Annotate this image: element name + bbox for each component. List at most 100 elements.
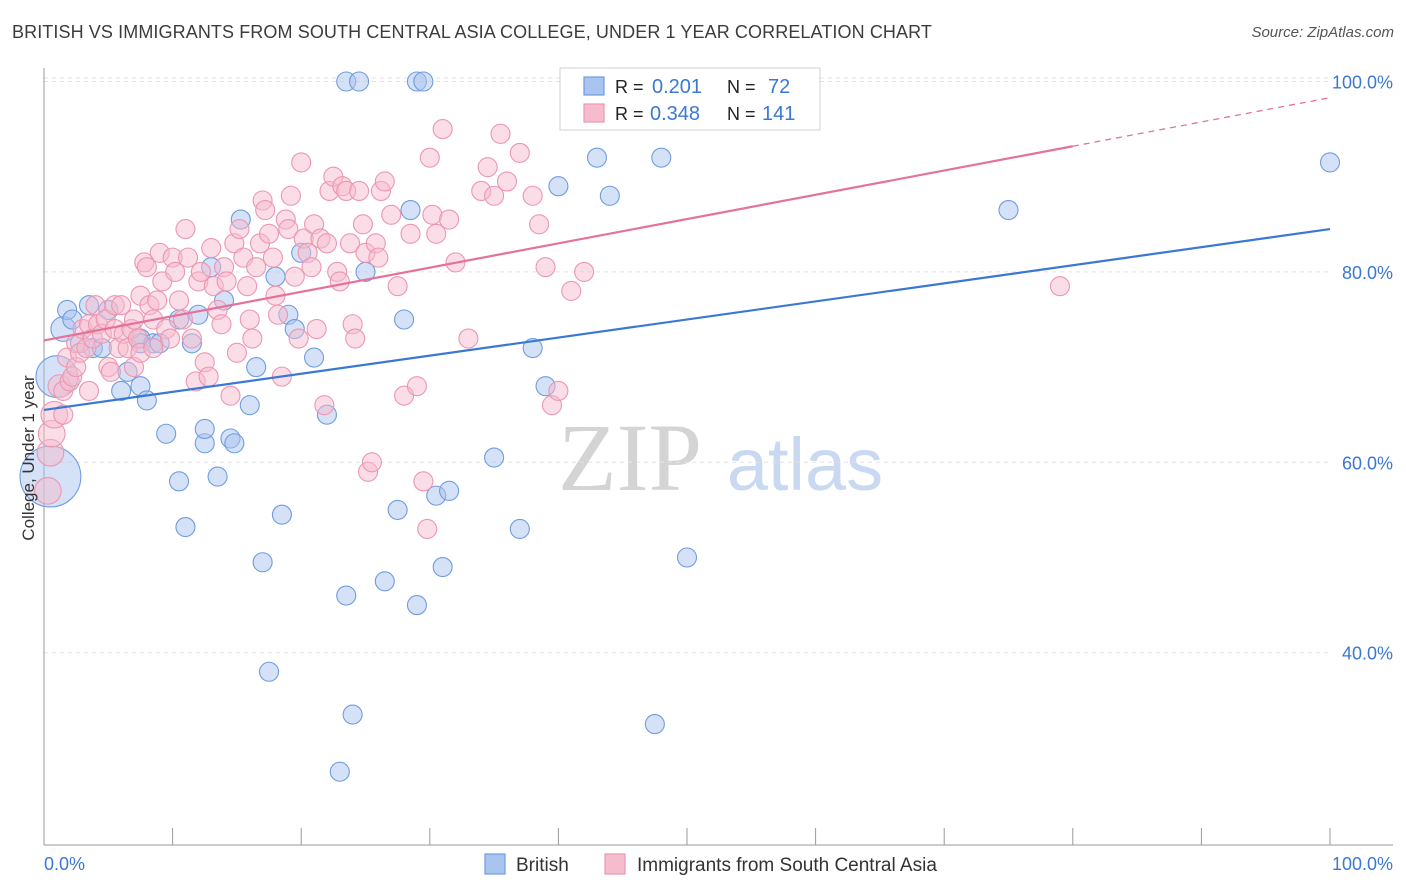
chart-title: BRITISH VS IMMIGRANTS FROM SOUTH CENTRAL… [12, 22, 932, 42]
point-british-61 [522, 338, 543, 359]
x-tick-label-min: 0.0% [44, 854, 85, 874]
point-immigrants-61 [211, 314, 232, 335]
point-immigrants-47 [165, 261, 186, 282]
point-immigrants-82 [278, 219, 299, 240]
legend-label-immigrants: Immigrants from South Central Asia [637, 855, 937, 876]
point-immigrants-83 [280, 185, 301, 206]
point-immigrants-57 [198, 366, 219, 387]
point-immigrants-67 [229, 219, 250, 240]
point-immigrants-117 [406, 376, 427, 397]
point-immigrants-52 [181, 328, 202, 349]
point-immigrants-112 [374, 171, 395, 192]
point-immigrants-63 [216, 271, 237, 292]
point-immigrants-132 [509, 142, 530, 163]
point-immigrants-48 [168, 290, 190, 311]
point-british-25 [194, 418, 215, 440]
point-british-10 [111, 380, 132, 401]
y-tick-label-80: 80.0% [1342, 263, 1393, 283]
point-british-21 [175, 516, 196, 538]
point-british-66 [651, 147, 672, 168]
point-immigrants-134 [529, 214, 550, 235]
point-immigrants-137 [548, 380, 569, 401]
stats-british-r-value: 0.201 [652, 76, 702, 98]
point-british-35 [258, 661, 280, 682]
point-british-32 [239, 395, 260, 416]
point-immigrants-77 [262, 247, 283, 268]
point-immigrants-41 [147, 290, 168, 311]
point-immigrants-58 [201, 238, 222, 259]
point-british-60 [509, 518, 530, 539]
point-immigrants-110 [368, 247, 389, 268]
point-immigrants-50 [175, 219, 196, 240]
point-british-30 [224, 433, 245, 454]
point-immigrants-135 [535, 257, 556, 278]
point-british-67 [676, 547, 698, 568]
stats-swatch-immigrants [583, 103, 605, 123]
trend-lines [43, 97, 1331, 412]
axes: 40.0% 60.0% 80.0% 100.0% [43, 68, 1393, 846]
point-immigrants-40 [143, 338, 164, 359]
legend-label-british: British [516, 855, 569, 876]
point-british-63 [548, 176, 569, 197]
point-immigrants-131 [496, 171, 518, 192]
stats-british-n-label: N = [727, 77, 756, 97]
point-british-36 [265, 266, 286, 287]
point-immigrants-103 [345, 328, 366, 349]
point-british-46 [342, 704, 363, 725]
point-british-58 [439, 480, 460, 501]
point-immigrants-120 [419, 147, 440, 168]
point-immigrants-31 [123, 309, 145, 330]
y-axis-label: College, Under 1 year [19, 375, 38, 541]
point-british-53 [406, 595, 427, 616]
point-immigrants-76 [258, 223, 280, 244]
point-immigrants-126 [458, 328, 479, 349]
point-immigrants-98 [329, 271, 350, 292]
point-british-65 [599, 185, 620, 206]
point-british-71 [1319, 152, 1341, 173]
point-immigrants-118 [413, 471, 434, 492]
stats-legend-box: R = 0.201 N = 72 R = 0.348 N = 141 [559, 67, 821, 131]
point-immigrants-122 [426, 223, 447, 244]
point-british-69 [644, 714, 665, 735]
point-immigrants-51 [177, 247, 199, 268]
point-british-33 [246, 357, 267, 378]
point-immigrants-16 [78, 380, 100, 401]
point-immigrants-86 [291, 152, 312, 173]
data-points [19, 71, 1341, 782]
point-immigrants-93 [314, 395, 335, 416]
point-immigrants-108 [361, 452, 382, 473]
point-immigrants-124 [439, 209, 460, 230]
point-immigrants-128 [477, 157, 498, 178]
stats-immigrants-n-value: 141 [762, 103, 795, 125]
point-immigrants-119 [417, 518, 438, 539]
point-immigrants-89 [301, 257, 322, 278]
point-immigrants-27 [111, 295, 132, 316]
watermark-zip: ZIP [558, 404, 702, 511]
point-immigrants-79 [268, 304, 289, 325]
point-immigrants-130 [490, 123, 511, 144]
point-immigrants-121 [422, 204, 443, 225]
point-immigrants-91 [306, 318, 327, 340]
point-british-34 [252, 552, 273, 573]
trend-line-immigrants-extension [1072, 97, 1331, 147]
point-british-50 [387, 499, 408, 520]
point-british-55 [413, 71, 434, 92]
point-immigrants-6 [53, 404, 74, 425]
point-immigrants-64 [220, 385, 241, 406]
point-immigrants-94 [316, 233, 337, 254]
point-british-52 [400, 199, 421, 221]
stats-immigrants-n-label: N = [727, 104, 756, 124]
point-immigrants-105 [352, 214, 373, 235]
point-british-18 [156, 423, 177, 444]
point-immigrants-140 [1049, 276, 1070, 297]
stats-british-r-label: R = [615, 77, 644, 97]
point-immigrants-104 [349, 180, 370, 202]
trend-line-british [43, 227, 1331, 412]
point-immigrants-123 [432, 119, 453, 140]
point-immigrants-0 [34, 477, 62, 505]
stats-immigrants-r-label: R = [615, 104, 644, 124]
point-immigrants-138 [561, 280, 582, 301]
stats-immigrants-r-value: 0.348 [650, 103, 700, 125]
point-british-57 [432, 556, 453, 578]
point-british-44 [336, 585, 357, 606]
